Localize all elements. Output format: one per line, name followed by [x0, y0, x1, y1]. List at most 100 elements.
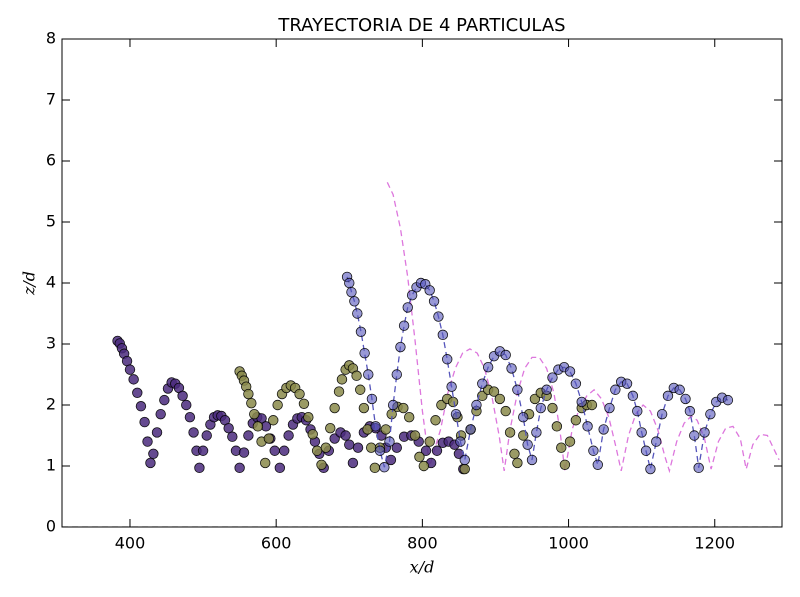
- particle-point: [430, 415, 441, 426]
- particle-point: [201, 430, 212, 441]
- particle-point: [582, 421, 593, 432]
- particle-point: [303, 412, 314, 423]
- particle-point: [316, 459, 327, 470]
- y-tick-label: 4: [46, 273, 56, 292]
- particle-point: [632, 405, 643, 417]
- particle-point: [352, 308, 363, 319]
- particle-point: [689, 430, 700, 441]
- particle-point: [509, 448, 520, 460]
- particle-point: [391, 442, 402, 453]
- particle-point: [588, 445, 599, 456]
- particle-point: [249, 408, 260, 420]
- particle-point: [636, 427, 647, 438]
- particle-point: [274, 462, 286, 474]
- particle-point: [627, 390, 639, 402]
- particle-point: [269, 445, 280, 456]
- particle-point: [365, 442, 377, 453]
- particle-point: [311, 445, 323, 456]
- particle-point: [380, 424, 392, 435]
- particle-point: [559, 459, 571, 470]
- particle-point: [722, 394, 734, 406]
- particle-point: [298, 398, 310, 409]
- particle-point: [234, 462, 245, 474]
- particle-point: [358, 402, 370, 414]
- particle-point: [428, 296, 440, 307]
- particle-point: [252, 421, 264, 432]
- particle-point: [450, 408, 462, 420]
- x-tick-label: 400: [115, 534, 146, 553]
- particle-point: [610, 384, 621, 395]
- particle-point: [656, 408, 668, 420]
- particle-point: [243, 388, 254, 400]
- particle-point: [260, 457, 271, 469]
- particle-point: [494, 393, 506, 405]
- particle-point: [414, 451, 425, 463]
- particle-point: [459, 463, 470, 475]
- particle-point: [148, 448, 159, 460]
- particle-point: [684, 405, 696, 417]
- particle-point: [402, 302, 413, 313]
- particle-point: [674, 384, 685, 395]
- particle-point: [705, 408, 716, 420]
- particle-point: [598, 424, 609, 435]
- particle-point: [699, 427, 710, 438]
- particle-point: [320, 442, 332, 453]
- particle-point: [662, 390, 674, 402]
- particle-point: [424, 436, 435, 447]
- particle-point: [446, 381, 457, 392]
- particle-point: [541, 384, 552, 395]
- particle-point: [455, 436, 466, 447]
- particle-point: [184, 412, 196, 423]
- particle-point: [621, 378, 633, 389]
- particle-point: [447, 396, 459, 408]
- x-tick-label: 800: [407, 534, 438, 553]
- particle-point: [329, 402, 340, 414]
- particle-point: [379, 462, 390, 473]
- particle-point: [145, 457, 156, 469]
- particle-point: [680, 393, 691, 405]
- particle-point: [347, 457, 359, 469]
- particle-point: [263, 433, 275, 444]
- particle-point: [398, 402, 409, 414]
- particle-point: [344, 277, 355, 289]
- plot-area: [62, 182, 782, 527]
- particle-point: [128, 374, 139, 385]
- particle-point: [132, 387, 143, 399]
- particle-point: [442, 354, 453, 365]
- particle-point: [693, 462, 704, 474]
- particle-point: [352, 442, 364, 453]
- particle-point: [268, 415, 279, 426]
- particle-point: [366, 393, 378, 405]
- particle-point: [243, 430, 254, 441]
- particle-point: [547, 402, 558, 414]
- particle-point: [570, 415, 582, 426]
- particle-point: [522, 439, 533, 450]
- particle-point: [404, 412, 415, 423]
- particle-point: [391, 369, 402, 380]
- particle-point: [465, 424, 476, 435]
- particle-point: [363, 369, 374, 380]
- particle-point: [592, 459, 603, 470]
- y-tick-label: 1: [46, 456, 56, 475]
- particle-point: [424, 285, 435, 296]
- particle-point: [387, 399, 399, 411]
- particle-point: [369, 462, 381, 474]
- particle-point: [325, 422, 336, 434]
- particle-point: [437, 329, 449, 341]
- particle-point: [398, 320, 410, 331]
- particle-point: [151, 427, 163, 438]
- particle-point: [336, 374, 348, 385]
- x-tick-label: 1200: [694, 534, 735, 553]
- particle-point: [506, 363, 517, 374]
- particle-point: [294, 388, 305, 400]
- particle-point: [159, 394, 170, 406]
- particle-point: [604, 402, 615, 414]
- particle-point: [370, 421, 381, 432]
- particle-point: [406, 290, 418, 301]
- particle-point: [431, 445, 443, 456]
- particle-point: [349, 296, 360, 307]
- particle-point: [307, 429, 318, 440]
- particle-point: [433, 311, 444, 322]
